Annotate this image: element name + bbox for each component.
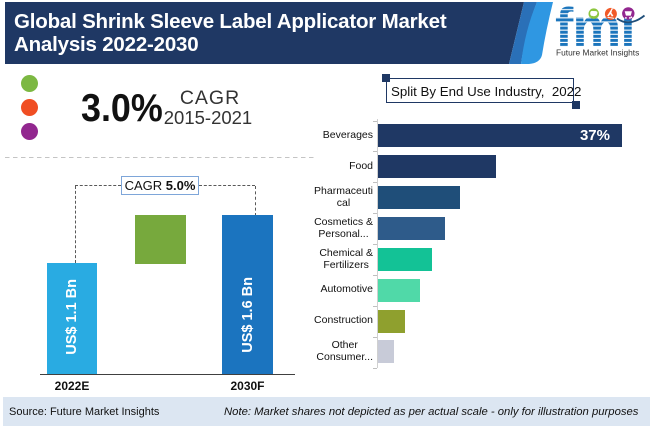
- svg-text:Future Market Insights: Future Market Insights: [556, 48, 639, 58]
